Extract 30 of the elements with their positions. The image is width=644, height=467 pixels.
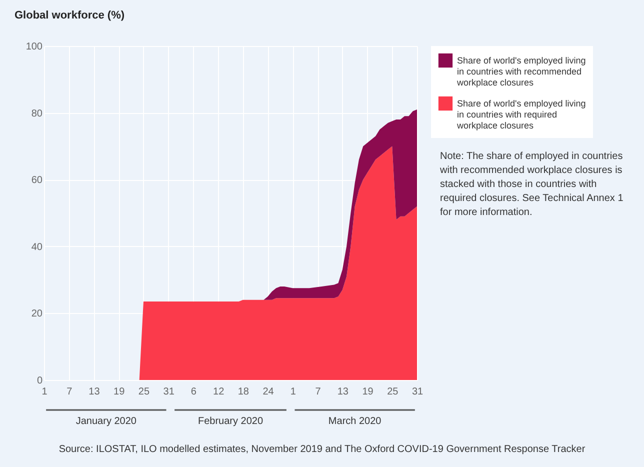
y-tick-label: 100 [26,42,43,52]
x-tick-label: 13 [88,386,100,398]
x-tick-label: 12 [213,386,225,398]
x-tick-label: 13 [337,386,349,398]
text: February 2020 [198,416,264,427]
legend-label: Share of world's employed living in countries with recommended workplace closures [456,56,586,88]
legend-label: Share of world's employed living in countries with required workplace closures [456,98,586,130]
x-tick-label: 19 [362,386,374,398]
y-tick-label: 40 [31,242,43,253]
y-tick-label: 60 [31,175,43,186]
x-tick-label: 19 [114,386,126,398]
x-tick-label: 7 [315,386,322,398]
x-tick-label: 25 [138,386,150,398]
text: January 2020 [76,416,137,427]
x-tick-label: 24 [262,386,274,398]
x-tick-label: 7 [66,386,73,398]
x-tick-label: 1 [42,386,48,398]
y-tick-label: 0 [36,376,43,386]
x-tick-label: 31 [163,386,175,398]
text: March 2020 [328,416,382,427]
x-tick-label: 1 [290,386,296,398]
y-axis-title: Global workforce (%) [14,10,125,22]
x-tick-label: 18 [238,386,250,398]
text: Note: The share of employed in countries with recommended workplace closures is stacked with those in countries with required closures. See Technical Annex 1 for more information. [440,150,624,220]
x-tick-label: 31 [412,386,424,398]
y-tick-label: 80 [31,108,43,120]
y-tick-label: 20 [31,308,43,320]
x-tick-label: 25 [387,386,399,398]
source-note: Source: ILOSTAT, ILO modelled estimates, November 2019 and The Oxford COVID-19 Government Response Tracker [58,444,586,455]
x-tick-label: 6 [190,386,197,398]
